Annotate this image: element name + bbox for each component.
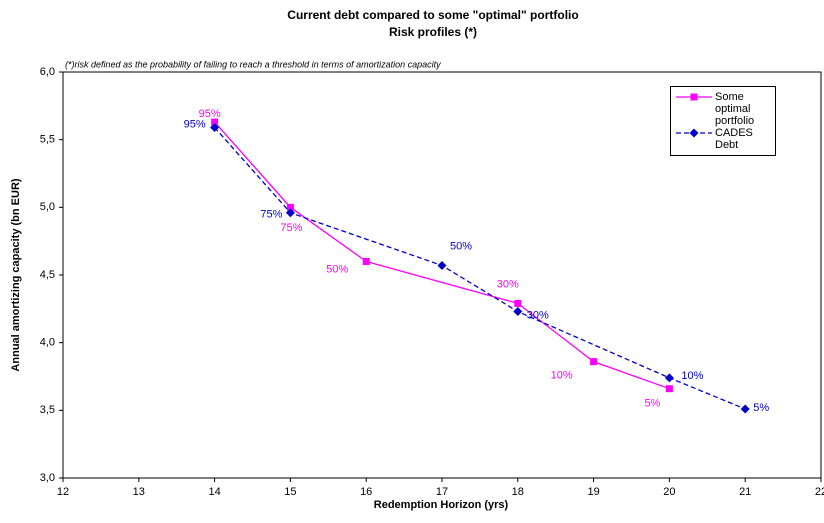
x-tick-label: 20 bbox=[663, 486, 675, 498]
point-label: 50% bbox=[326, 263, 348, 275]
point-label: 10% bbox=[681, 370, 703, 382]
y-tick-label: 5,0 bbox=[40, 201, 55, 213]
chart-subtitle: Risk profiles (*) bbox=[389, 25, 477, 39]
point-label: 75% bbox=[260, 209, 282, 221]
series-line bbox=[214, 121, 670, 390]
marker bbox=[285, 208, 295, 218]
point-label: 50% bbox=[450, 240, 472, 252]
x-tick-label: 18 bbox=[512, 486, 524, 498]
marker bbox=[211, 118, 219, 126]
y-tick-label: 4,5 bbox=[40, 269, 55, 281]
legend-label: CADES Debt bbox=[715, 127, 753, 151]
legend-swatch bbox=[676, 128, 712, 138]
y-axis-label: Annual amortizing capacity (bn EUR) bbox=[10, 178, 22, 371]
x-tick-label: 17 bbox=[436, 486, 448, 498]
x-tick-label: 14 bbox=[208, 486, 220, 498]
point-label: 95% bbox=[199, 108, 221, 120]
chart-title: Current debt compared to some "optimal" … bbox=[287, 8, 578, 22]
point-label: 10% bbox=[551, 370, 573, 382]
point-label: 5% bbox=[753, 402, 769, 414]
x-tick-label: 21 bbox=[739, 486, 751, 498]
x-tick-label: 22 bbox=[815, 486, 824, 498]
marker bbox=[514, 299, 522, 307]
marker bbox=[665, 385, 673, 393]
marker bbox=[740, 404, 750, 414]
x-tick-label: 12 bbox=[57, 486, 69, 498]
legend: Some optimal portfolio CADES Debt bbox=[670, 86, 776, 156]
x-tick-label: 15 bbox=[284, 486, 296, 498]
marker bbox=[590, 358, 598, 366]
marker bbox=[513, 307, 523, 317]
y-tick-label: 3,5 bbox=[40, 404, 55, 416]
x-axis-label: Redemption Horizon (yrs) bbox=[374, 499, 509, 511]
point-label: 30% bbox=[497, 278, 519, 290]
series-line bbox=[214, 127, 746, 410]
point-label: 75% bbox=[280, 222, 302, 234]
legend-swatch bbox=[676, 93, 712, 101]
marker bbox=[437, 261, 447, 271]
y-tick-label: 4,0 bbox=[40, 337, 55, 349]
y-tick-label: 3,0 bbox=[40, 472, 55, 484]
y-tick-label: 5,5 bbox=[40, 134, 55, 146]
annotation: (*)risk defined as the probability of fa… bbox=[65, 59, 441, 69]
x-tick-label: 13 bbox=[133, 486, 145, 498]
marker bbox=[286, 203, 294, 211]
y-tick-label: 6,0 bbox=[40, 66, 55, 78]
legend-label: Some optimal portfolio bbox=[715, 91, 755, 127]
x-tick-label: 16 bbox=[360, 486, 372, 498]
point-label: 95% bbox=[184, 118, 206, 130]
point-label: 30% bbox=[527, 309, 549, 321]
point-label: 5% bbox=[644, 398, 660, 410]
x-tick-label: 19 bbox=[587, 486, 599, 498]
marker bbox=[210, 122, 220, 132]
marker bbox=[664, 373, 674, 383]
marker bbox=[362, 257, 370, 265]
